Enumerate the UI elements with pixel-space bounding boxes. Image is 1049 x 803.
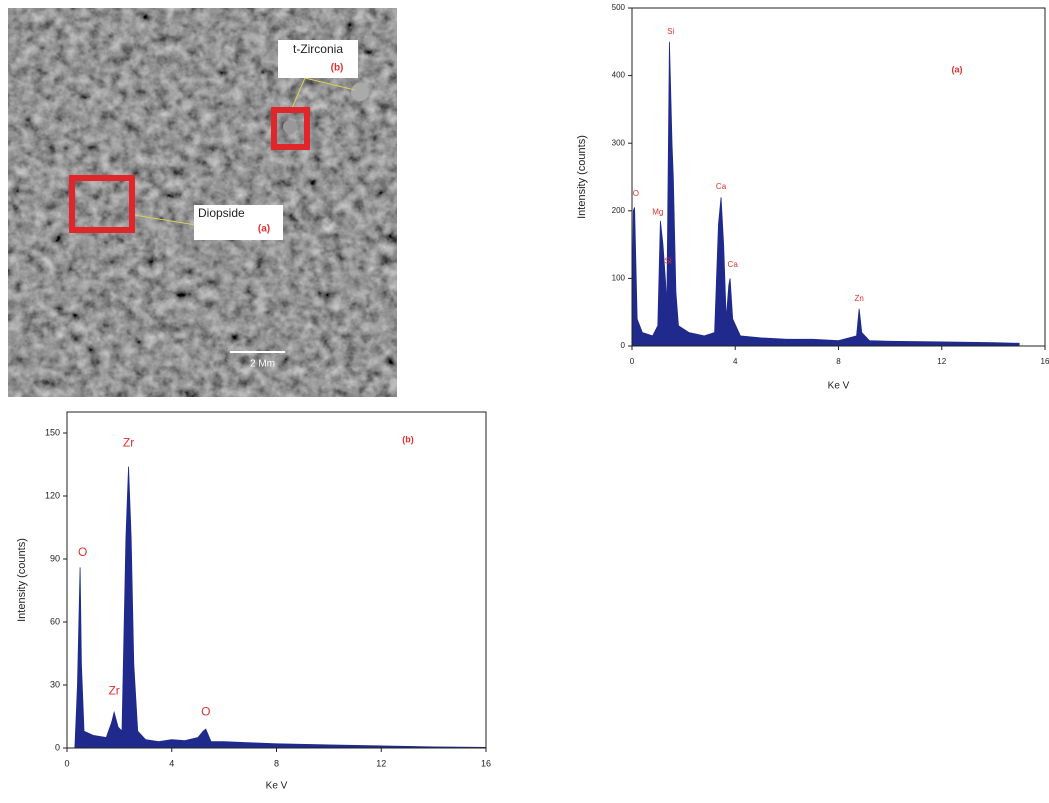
x-tick-label: 12 [376, 758, 386, 768]
peak-label: Mg [652, 207, 663, 216]
x-tick-label: 0 [630, 357, 635, 366]
phase-label: Diopside [198, 206, 245, 220]
peak-label: Zr [123, 436, 134, 450]
x-tick-label: 8 [836, 357, 841, 366]
y-tick-label: 400 [612, 71, 626, 80]
y-tick-label: 300 [612, 138, 626, 147]
x-tick-label: 8 [274, 758, 279, 768]
x-axis-label: Ke V [266, 781, 288, 792]
particle [283, 120, 297, 134]
peak-label: Zn [854, 294, 863, 303]
pointer-line [304, 77, 356, 91]
x-tick-label: 12 [937, 357, 946, 366]
chart-title: (a) [952, 64, 963, 74]
plot-frame [631, 7, 1046, 347]
particle [351, 83, 369, 101]
x-tick-label: 4 [169, 758, 174, 768]
peak-label: Zr [108, 683, 119, 697]
phase-label: t-Zirconia [293, 42, 343, 56]
spectrum-area [74, 466, 487, 749]
x-tick-label: 4 [733, 357, 738, 366]
peak-label: Ca [716, 182, 727, 191]
y-tick-label: 60 [50, 616, 60, 626]
pointer-line [133, 214, 197, 226]
y-tick-label: 0 [621, 341, 626, 350]
y-tick-label: 120 [45, 490, 60, 500]
pointer-line [291, 77, 306, 109]
peak-label: Si [667, 27, 674, 36]
y-tick-label: 30 [50, 679, 60, 689]
x-tick-label: 16 [481, 758, 491, 768]
peak-label: O [633, 189, 639, 198]
y-axis-label: Intensity (counts) [576, 135, 588, 219]
y-tick-label: 150 [45, 427, 60, 437]
y-tick-label: 0 [55, 742, 60, 752]
phase-tag: (b) [331, 63, 344, 74]
y-axis-label: Intensity (counts) [16, 538, 28, 622]
region-box [271, 107, 310, 150]
scale-bar-label: 2 Mm [250, 359, 275, 370]
peak-label: Ca [728, 260, 739, 269]
peak-label: Si [665, 257, 672, 266]
peak-label: O [78, 545, 87, 559]
spectrum-area [631, 41, 1020, 347]
x-axis-label: Ke V [828, 381, 850, 392]
region-box [69, 175, 135, 233]
y-tick-label: 500 [612, 3, 626, 12]
micrograph: t-Zirconia (b) Diopside (a) 2 Mm [8, 8, 397, 397]
peak-label: O [201, 704, 210, 718]
label-box [278, 40, 358, 78]
y-tick-label: 200 [612, 206, 626, 215]
phase-tag: (a) [258, 224, 270, 235]
label-box [194, 205, 283, 240]
x-tick-label: 0 [64, 758, 69, 768]
y-tick-label: 100 [612, 274, 626, 283]
chart-title: (b) [402, 434, 414, 444]
x-tick-label: 16 [1041, 357, 1049, 366]
y-tick-label: 90 [50, 553, 60, 563]
